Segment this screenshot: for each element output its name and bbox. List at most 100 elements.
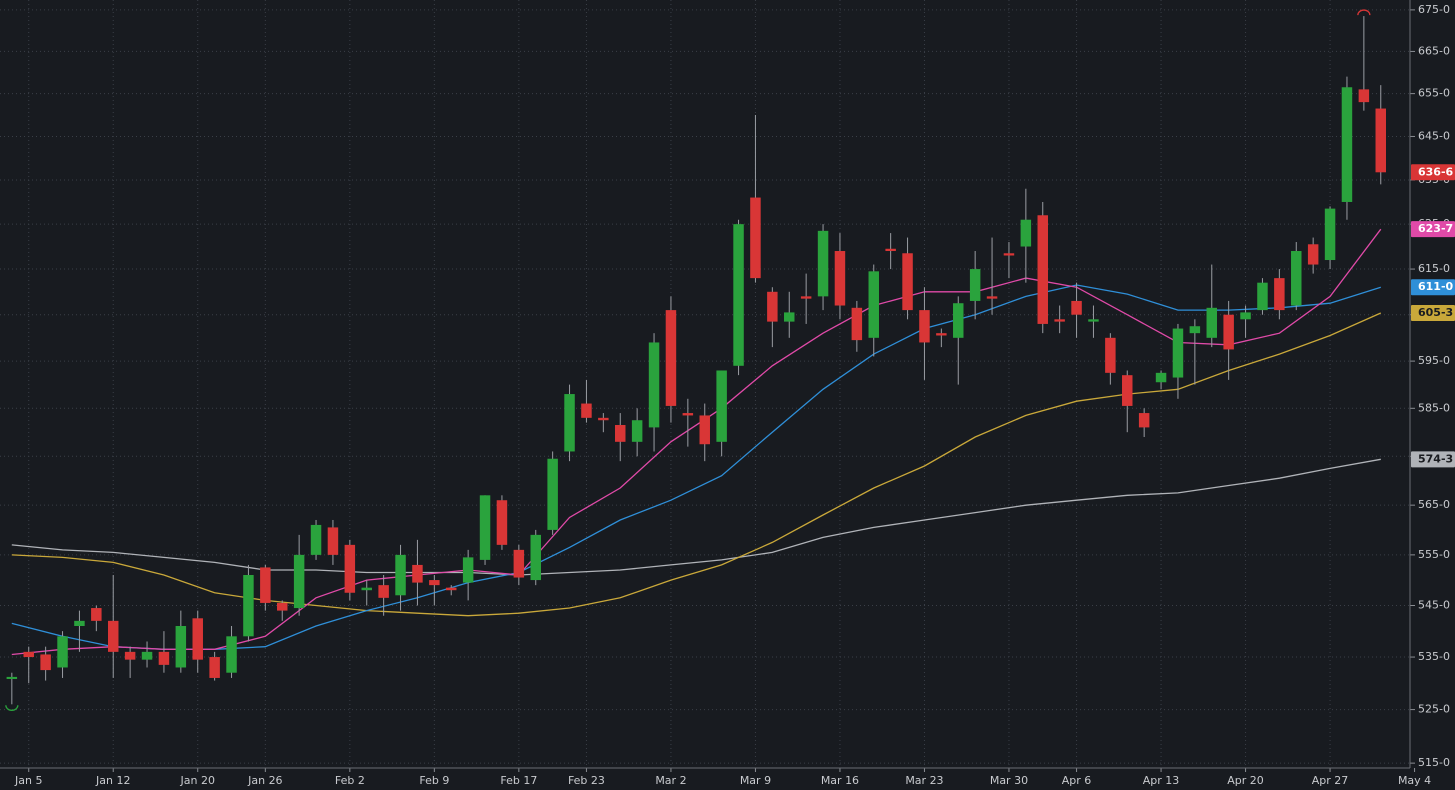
candle-body — [1358, 89, 1370, 103]
candle-body — [1105, 337, 1116, 373]
price-label: 636-6 — [1418, 165, 1454, 178]
candle-body — [124, 651, 136, 660]
high-marker — [1357, 9, 1371, 16]
candle-body — [784, 312, 795, 322]
plot — [5, 9, 1387, 711]
candle-body — [817, 230, 829, 297]
x-tick-label: Mar 2 — [655, 774, 686, 787]
price-label-box — [1411, 221, 1455, 238]
candle-body — [648, 342, 660, 428]
candle-body — [885, 248, 896, 252]
candle-body — [1122, 375, 1133, 406]
candle-body — [716, 370, 727, 442]
candle-body — [581, 403, 592, 418]
y-tick-label: 525-0 — [1418, 703, 1450, 716]
candle-body — [665, 310, 677, 406]
candle-body — [327, 527, 339, 555]
candle-body — [1138, 413, 1150, 428]
candle-body — [1206, 307, 1217, 338]
candle-body — [530, 534, 541, 581]
x-tick-label: Mar 30 — [990, 774, 1028, 787]
y-tick-label: 565-0 — [1418, 498, 1450, 511]
x-tick-label: Mar 23 — [905, 774, 943, 787]
price-label: 623-7 — [1418, 222, 1453, 235]
price-label-box — [1411, 164, 1455, 181]
candle-body — [1240, 312, 1251, 320]
moving-average-line — [11, 312, 1382, 617]
low-marker — [5, 705, 19, 711]
candle-body — [192, 618, 203, 660]
candle-body — [378, 585, 389, 598]
x-tick-label: Jan 12 — [95, 774, 130, 787]
y-tick-label: 655-0 — [1418, 87, 1450, 100]
candle-body — [969, 269, 981, 301]
candle-body — [800, 296, 812, 299]
candle-body — [1037, 215, 1048, 324]
x-tick-label: Feb 23 — [568, 774, 605, 787]
x-tick-label: Jan 20 — [180, 774, 215, 787]
y-tick-label: 515-0 — [1418, 756, 1450, 769]
candle-body — [107, 620, 119, 652]
candle-body — [1189, 326, 1201, 334]
candle-body — [1071, 300, 1082, 315]
candle-body — [276, 602, 288, 611]
candle-body — [40, 654, 51, 671]
candle-body — [496, 500, 508, 545]
candle-body — [175, 626, 187, 668]
y-tick-label: 535-0 — [1418, 650, 1450, 663]
candle-body — [226, 636, 237, 673]
candle-body — [6, 676, 18, 679]
candle-body — [1223, 314, 1234, 350]
y-tick-label: 665-0 — [1418, 44, 1450, 57]
candle-body — [868, 271, 879, 338]
candle-body — [395, 554, 406, 596]
price-label-box — [1411, 451, 1455, 468]
candle-body — [429, 580, 440, 586]
candle-body — [919, 310, 930, 343]
x-tick-label: Feb 17 — [500, 774, 537, 787]
candle-body — [23, 651, 34, 658]
y-tick-label: 615-0 — [1418, 262, 1450, 275]
candle-body — [564, 394, 575, 452]
candle-body — [547, 458, 558, 530]
moving-average-line — [11, 228, 1382, 656]
candle-body — [344, 544, 356, 593]
x-tick-label: Apr 20 — [1227, 774, 1264, 787]
moving-average-line — [11, 284, 1381, 650]
candle-body — [1341, 87, 1353, 202]
price-label-box — [1411, 279, 1455, 296]
y-tick-label: 595-0 — [1418, 354, 1450, 367]
candle-body — [1375, 108, 1387, 173]
x-tick-label: Jan 26 — [247, 774, 282, 787]
x-tick-label: Feb 9 — [419, 774, 449, 787]
x-tick-label: Apr 27 — [1312, 774, 1349, 787]
candle-body — [733, 224, 744, 366]
price-label-box — [1411, 304, 1455, 321]
candle-body — [209, 657, 220, 678]
y-tick-label: 585-0 — [1418, 401, 1450, 414]
candle-body — [1257, 282, 1268, 311]
candle-body — [243, 575, 254, 637]
candle-body — [986, 296, 998, 299]
candle-body — [767, 291, 778, 322]
candle-body — [851, 307, 863, 341]
candle-body — [141, 651, 153, 660]
candle-body — [479, 495, 491, 560]
candle-body — [936, 333, 947, 336]
candle-body — [513, 549, 525, 578]
candle-body — [412, 564, 423, 583]
candle-body — [158, 651, 170, 665]
candle-body — [1020, 219, 1032, 247]
candle-body — [1291, 251, 1302, 306]
candle-body — [615, 425, 626, 442]
candle-body — [682, 413, 694, 416]
x-tick-label: Apr 13 — [1143, 774, 1180, 787]
candle-body — [1088, 319, 1099, 322]
candle-body — [361, 587, 372, 591]
candle-body — [74, 620, 85, 627]
x-tick-label: Jan 5 — [14, 774, 42, 787]
candle-body — [902, 253, 913, 311]
